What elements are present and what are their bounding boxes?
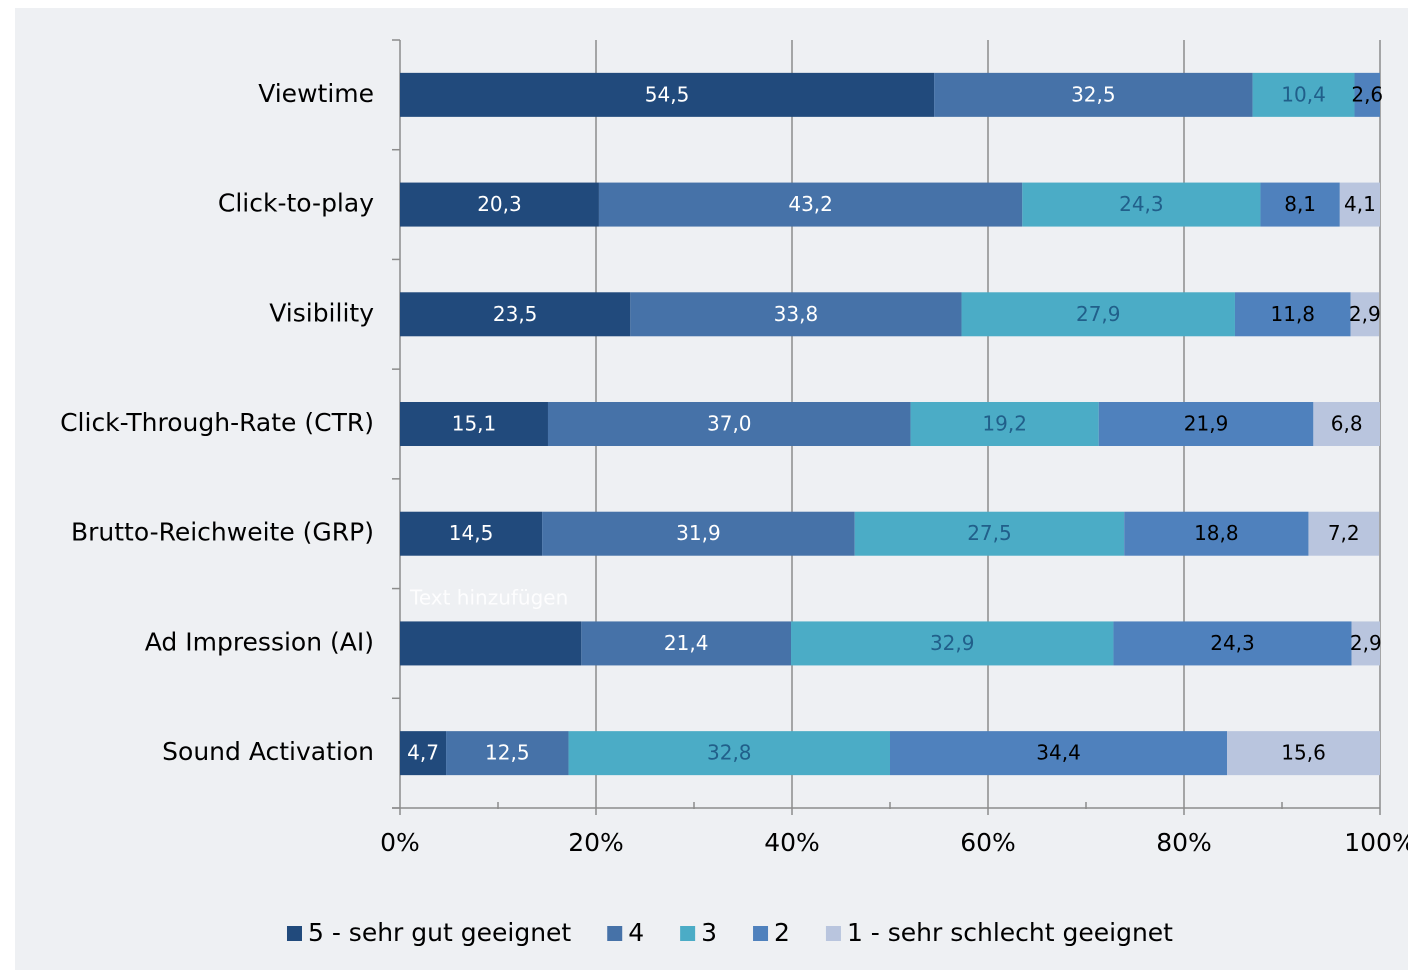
bar-segment: [934, 72, 1253, 117]
chart-background: [15, 8, 1408, 970]
legend-swatch: [607, 926, 623, 941]
bar-segment: [890, 731, 1228, 776]
data-label: 37,0: [707, 412, 752, 436]
bar-segment: [568, 731, 890, 776]
legend-swatch: [680, 926, 696, 941]
y-tick-label: Visibility: [269, 298, 374, 327]
bar-segment: [547, 402, 911, 446]
y-tick-label: Ad Impression (AI): [145, 627, 374, 656]
data-label: 2,6: [1351, 82, 1383, 106]
x-tick-label: 80%: [1156, 828, 1212, 857]
bar-segment: [854, 511, 1125, 556]
legend-swatch: [753, 926, 769, 941]
bar-segment: [1339, 182, 1380, 227]
data-label: 12,5: [485, 741, 530, 765]
y-tick-label: Brutto-Reichweite (GRP): [71, 518, 374, 547]
x-tick-label: 100%: [1344, 828, 1408, 857]
y-tick-label: Viewtime: [258, 79, 374, 108]
bar-segment: [910, 402, 1099, 446]
data-label: 27,9: [1076, 302, 1121, 326]
data-label: 15,6: [1281, 741, 1326, 765]
data-label: 7,2: [1328, 521, 1360, 545]
data-label: 20,3: [477, 192, 522, 216]
bar-segment: [1252, 72, 1355, 117]
bar-segment: [791, 621, 1114, 666]
data-label: 24,3: [1210, 631, 1255, 655]
bar-segment: [1351, 621, 1380, 666]
data-label: 32,5: [1071, 82, 1116, 106]
data-label: 14,5: [449, 521, 494, 545]
bar-segment: [446, 731, 569, 776]
bar-segment: [1227, 731, 1380, 776]
bar-segment: [581, 621, 792, 666]
data-label: 4,7: [407, 741, 439, 765]
data-label: 31,9: [676, 521, 721, 545]
bar-segment: [400, 621, 582, 666]
bar-segment: [1234, 292, 1351, 337]
data-label: 6,8: [1331, 412, 1363, 436]
data-label: 32,9: [930, 631, 975, 655]
y-tick-label: Click-Through-Rate (CTR): [60, 408, 374, 437]
bar-segment: [400, 731, 447, 776]
bar-segment: [1124, 511, 1309, 556]
legend-label: 3: [701, 918, 717, 947]
data-label: 24,3: [1119, 192, 1164, 216]
data-label: 54,5: [645, 82, 690, 106]
data-label: 43,2: [788, 192, 833, 216]
y-tick-label: Click-to-play: [218, 189, 374, 218]
bar-segment: [542, 511, 855, 556]
bar-segment: [1022, 182, 1261, 227]
bar-segment: [961, 292, 1235, 337]
data-label: 27,5: [967, 521, 1012, 545]
data-label: 10,4: [1281, 82, 1326, 106]
x-tick-label: 0%: [380, 828, 420, 857]
data-label: 23,5: [493, 302, 538, 326]
bar-segment: [1260, 182, 1340, 227]
data-label: 34,4: [1036, 741, 1081, 765]
bar-segment: [1313, 402, 1380, 446]
y-tick-label: Sound Activation: [162, 737, 374, 766]
legend-swatch: [286, 926, 302, 941]
annotation: Text hinzufügen: [409, 586, 568, 610]
bar-segment: [598, 182, 1023, 227]
data-label: 32,8: [707, 741, 752, 765]
bar-segment: [1098, 402, 1314, 446]
bar-segment: [630, 292, 962, 337]
data-label: 4,1: [1344, 192, 1376, 216]
bar-segment: [400, 72, 935, 117]
data-label: 15,1: [452, 412, 497, 436]
bar-segment: [1308, 511, 1380, 556]
data-label: 21,9: [1184, 412, 1229, 436]
legend-label: 1 - sehr schlecht geeignet: [847, 918, 1173, 947]
x-tick-label: 20%: [568, 828, 624, 857]
bar-segment: [400, 182, 599, 227]
x-tick-label: 40%: [764, 828, 820, 857]
bar-segment: [400, 511, 543, 556]
legend-label: 5 - sehr gut geeignet: [308, 918, 571, 947]
bar-segment: [1113, 621, 1352, 666]
bar-segment: [400, 402, 548, 446]
data-label: 19,2: [982, 412, 1027, 436]
data-label: 2,9: [1350, 631, 1382, 655]
legend-label: 2: [774, 918, 790, 947]
x-tick-label: 60%: [960, 828, 1016, 857]
legend-swatch: [825, 926, 841, 941]
bar-segment: [1350, 292, 1380, 337]
legend-label: 4: [628, 918, 644, 947]
bar-segment: [1354, 72, 1380, 117]
data-label: 11,8: [1271, 302, 1316, 326]
data-label: 2,9: [1349, 302, 1381, 326]
data-label: 21,4: [664, 631, 709, 655]
data-label: 33,8: [774, 302, 819, 326]
bar-segment: [400, 292, 631, 337]
data-label: 18,8: [1194, 521, 1239, 545]
data-label: 8,1: [1284, 192, 1316, 216]
